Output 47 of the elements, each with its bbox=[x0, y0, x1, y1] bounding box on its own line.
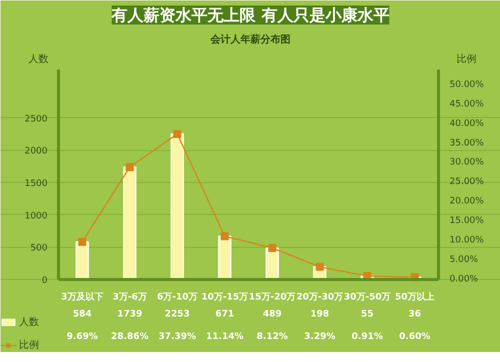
y2-tick-label: 35.00% bbox=[450, 138, 484, 148]
data-label: 37.39% bbox=[158, 332, 196, 342]
data-label: 9.69% bbox=[66, 332, 98, 342]
y-tick-label: 1500 bbox=[24, 179, 48, 190]
chart-title: 有人薪资水平无上限 有人只是小康水平 bbox=[110, 6, 390, 24]
y2-tick-label: 10.00% bbox=[450, 236, 484, 246]
data-label: 11.14% bbox=[206, 332, 244, 342]
y-tick-label: 1000 bbox=[24, 211, 48, 222]
y-tick-label: 2500 bbox=[24, 114, 48, 124]
y2-tick-label: 50.00% bbox=[450, 80, 484, 90]
y2-tick-label: 30.00% bbox=[450, 158, 484, 168]
data-label: 198 bbox=[310, 309, 330, 320]
y-tick-label: 2000 bbox=[24, 146, 48, 157]
x-tick-label: 30万-50万 bbox=[344, 292, 391, 303]
x-tick-label: 20万-30万 bbox=[296, 292, 344, 303]
data-label: 489 bbox=[262, 309, 282, 320]
legend-label: 比例 bbox=[19, 338, 39, 352]
y-tick-label: 500 bbox=[30, 244, 48, 254]
x-tick-label: 3万及以下 bbox=[61, 292, 104, 303]
y2-tick-label: 5.00% bbox=[450, 255, 479, 266]
data-label: 3.29% bbox=[304, 332, 336, 342]
data-label: 0.91% bbox=[352, 332, 383, 342]
data-label: 1739 bbox=[117, 309, 142, 320]
data-label: 0.60% bbox=[399, 332, 430, 342]
data-label: 55 bbox=[360, 309, 374, 320]
data-label: 584 bbox=[72, 309, 92, 320]
x-tick-label: 6万-10万 bbox=[156, 292, 198, 303]
y2-tick-label: 15.00% bbox=[450, 216, 484, 226]
chart-subtitle: 会计人年薪分布图 bbox=[210, 34, 290, 46]
y2-tick-label: 40.00% bbox=[450, 118, 484, 129]
data-label: 8.12% bbox=[256, 332, 288, 342]
data-label: 36 bbox=[408, 309, 422, 320]
data-label: 671 bbox=[215, 309, 234, 320]
y2-tick-label: 0.00% bbox=[450, 274, 479, 285]
x-tick-label: 10万-15万 bbox=[201, 292, 248, 303]
data-label: 28.86% bbox=[111, 332, 149, 342]
y2-tick-label: 20.00% bbox=[450, 196, 484, 207]
legend-label: 人数 bbox=[19, 316, 39, 329]
y-tick-label: 0 bbox=[42, 276, 48, 286]
x-tick-label: 3万-6万 bbox=[112, 292, 147, 303]
x-tick-label: 50万以上 bbox=[394, 292, 435, 303]
y2-tick-label: 25.00% bbox=[450, 177, 484, 188]
y2-tick-label: 45.00% bbox=[450, 99, 484, 110]
x-tick-label: 15万-20万 bbox=[248, 292, 296, 303]
y-axis-title: 人数 bbox=[28, 54, 48, 66]
data-label: 2253 bbox=[164, 309, 190, 320]
y2-axis-title: 比例 bbox=[456, 53, 476, 66]
